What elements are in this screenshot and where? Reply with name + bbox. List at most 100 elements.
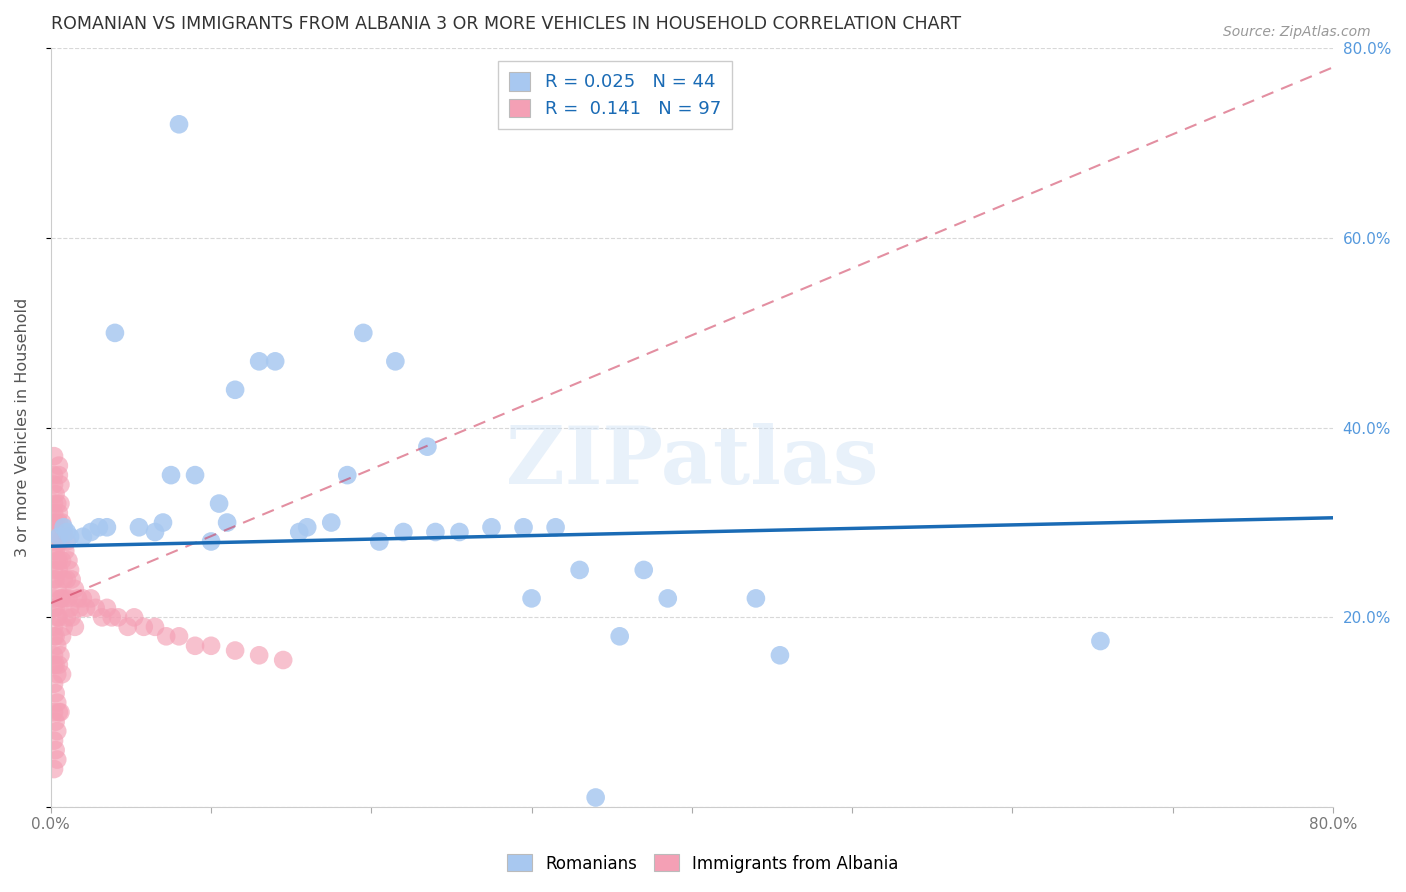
Point: [49, 477, 72, 491]
Point: [217, 516, 239, 530]
Point: [271, 653, 294, 667]
Point: [321, 516, 343, 530]
Point: [46, 724, 69, 739]
Point: [56, 524, 79, 539]
Point: [48, 516, 70, 530]
Point: [46, 524, 69, 539]
Point: [745, 591, 768, 606]
Point: [49, 497, 72, 511]
Point: [132, 620, 155, 634]
Point: [167, 629, 190, 643]
Point: [72, 591, 94, 606]
Point: [63, 582, 86, 596]
Point: [200, 639, 222, 653]
Point: [368, 534, 391, 549]
Point: [42, 506, 65, 520]
Point: [52, 620, 75, 634]
Point: [42, 516, 65, 530]
Point: [48, 468, 70, 483]
Point: [91, 610, 114, 624]
Point: [46, 553, 69, 567]
Point: [80, 591, 103, 606]
Point: [45, 516, 67, 530]
Point: [84, 600, 107, 615]
Text: ROMANIAN VS IMMIGRANTS FROM ALBANIA 3 OR MORE VEHICLES IN HOUSEHOLD CORRELATION : ROMANIAN VS IMMIGRANTS FROM ALBANIA 3 OR…: [51, 15, 960, 33]
Point: [449, 524, 471, 539]
Point: [49, 705, 72, 719]
Point: [42, 677, 65, 691]
Point: [51, 591, 73, 606]
Text: ZIPatlas: ZIPatlas: [506, 423, 877, 500]
Point: [49, 648, 72, 663]
Point: [59, 600, 82, 615]
Point: [96, 520, 118, 534]
Point: [100, 610, 122, 624]
Point: [247, 354, 270, 368]
Point: [1090, 634, 1112, 648]
Point: [224, 383, 246, 397]
Point: [155, 629, 177, 643]
Point: [46, 582, 69, 596]
Point: [56, 610, 79, 624]
Point: [336, 468, 359, 483]
Legend: Romanians, Immigrants from Albania: Romanians, Immigrants from Albania: [501, 847, 905, 880]
Point: [42, 563, 65, 577]
Point: [520, 591, 543, 606]
Point: [46, 696, 69, 710]
Point: [45, 743, 67, 757]
Y-axis label: 3 or more Vehicles in Household: 3 or more Vehicles in Household: [15, 298, 30, 558]
Point: [633, 563, 655, 577]
Point: [481, 520, 503, 534]
Point: [416, 440, 439, 454]
Point: [42, 534, 65, 549]
Point: [46, 753, 69, 767]
Point: [42, 573, 65, 587]
Point: [48, 705, 70, 719]
Point: [224, 643, 246, 657]
Point: [58, 591, 80, 606]
Point: [143, 620, 166, 634]
Point: [42, 449, 65, 463]
Point: [657, 591, 679, 606]
Point: [48, 506, 70, 520]
Point: [117, 620, 139, 634]
Point: [42, 497, 65, 511]
Point: [96, 600, 118, 615]
Point: [42, 620, 65, 634]
Point: [264, 354, 287, 368]
Point: [208, 497, 231, 511]
Point: [46, 497, 69, 511]
Point: [384, 354, 406, 368]
Point: [152, 516, 174, 530]
Point: [56, 573, 79, 587]
Point: [80, 524, 103, 539]
Point: [107, 610, 129, 624]
Point: [53, 591, 76, 606]
Point: [59, 530, 82, 544]
Point: [769, 648, 792, 663]
Point: [425, 524, 447, 539]
Point: [48, 563, 70, 577]
Point: [128, 520, 150, 534]
Point: [46, 667, 69, 681]
Point: [48, 657, 70, 672]
Point: [45, 544, 67, 558]
Point: [45, 600, 67, 615]
Point: [42, 733, 65, 747]
Point: [49, 534, 72, 549]
Point: [45, 629, 67, 643]
Point: [184, 639, 207, 653]
Point: [45, 714, 67, 729]
Point: [58, 553, 80, 567]
Point: [122, 610, 145, 624]
Point: [52, 520, 75, 534]
Point: [143, 524, 166, 539]
Point: [59, 563, 82, 577]
Point: [75, 600, 97, 615]
Point: [392, 524, 415, 539]
Point: [46, 639, 69, 653]
Point: [51, 516, 73, 530]
Point: [184, 468, 207, 483]
Point: [49, 591, 72, 606]
Point: [160, 468, 183, 483]
